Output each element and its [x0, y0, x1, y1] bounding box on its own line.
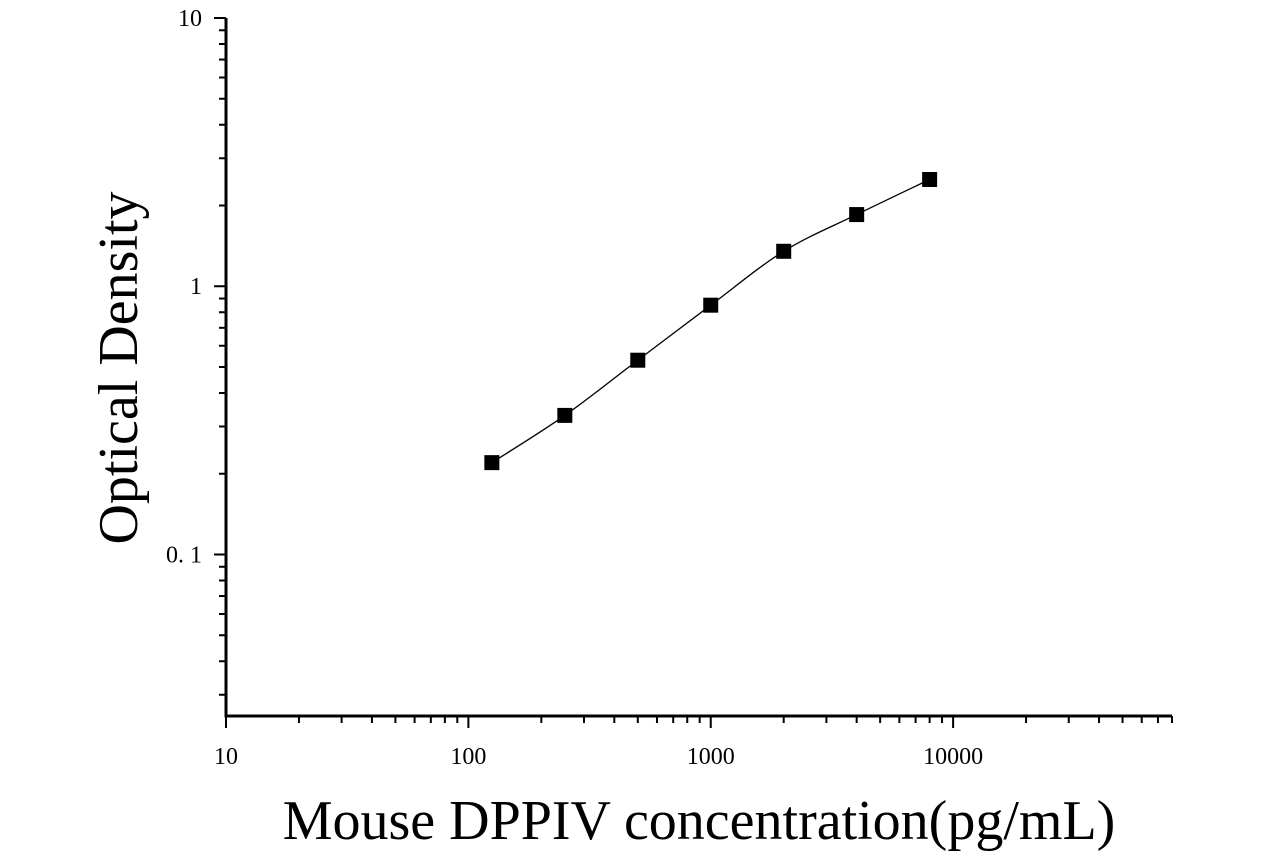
data-points-layer: [484, 172, 938, 471]
y-tick-label: 0. 1: [166, 542, 202, 568]
x-tick-label: 10000: [923, 744, 983, 770]
x-tick-label: 1000: [687, 744, 735, 770]
x-axis-title: Mouse DPPIV concentration(pg/mL): [283, 790, 1116, 852]
data-point: [557, 407, 573, 423]
y-tick-label: 10: [178, 6, 202, 32]
data-point: [776, 243, 792, 259]
data-point: [849, 207, 865, 223]
data-point: [922, 172, 938, 188]
data-point: [484, 455, 500, 471]
axes: [214, 17, 1173, 728]
x-tick-label: 10: [214, 744, 238, 770]
y-tick-label: 1: [190, 274, 202, 300]
data-point: [703, 297, 719, 313]
tick-labels-layer: 10 100 1000 10000 10 1 0. 1: [166, 6, 983, 770]
x-tick-label: 100: [450, 744, 486, 770]
data-point: [630, 352, 646, 368]
y-axis-title: Optical Density: [88, 191, 150, 544]
